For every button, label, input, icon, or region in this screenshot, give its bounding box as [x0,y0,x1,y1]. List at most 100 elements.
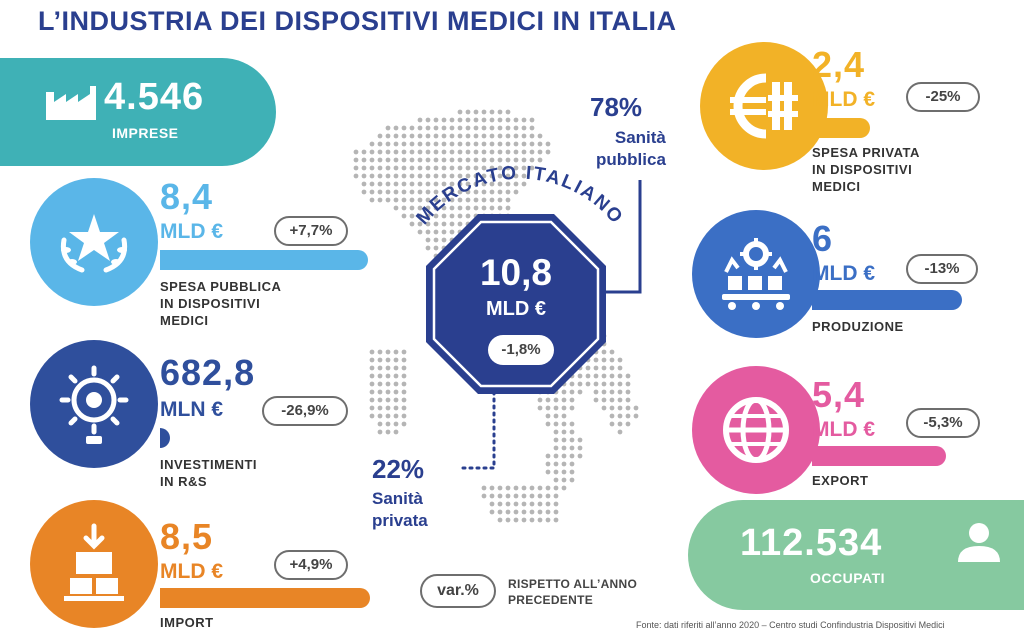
map-dot [449,205,455,211]
factory-icon [46,86,96,120]
map-dot [497,173,503,179]
map-dot [409,221,415,227]
map-dot [545,509,551,515]
investimenti-bar [160,428,170,448]
map-dot [369,181,375,187]
map-dot [497,517,503,523]
spesa-pubblica-value: 8,4 [160,176,214,217]
import-label: IMPORT [160,615,214,630]
map-dot [505,501,511,507]
imprese-pill: 4.546 IMPRESE [0,58,276,166]
map-dot [441,197,447,203]
map-dot [537,501,543,507]
map-dot [489,501,495,507]
map-dot [393,173,399,179]
map-dot [617,397,623,403]
map-dot [417,173,423,179]
map-dot [457,141,463,147]
map-dot [545,405,551,411]
map-dot [457,189,463,195]
map-dot [601,389,607,395]
map-dot [385,389,391,395]
map-dot [489,205,495,211]
map-dot [593,397,599,403]
map-dot [377,421,383,427]
map-dot [385,429,391,435]
map-dot [481,197,487,203]
map-dot [561,429,567,435]
map-dot [369,357,375,363]
spesa-privata-unit: MLD € [812,88,875,111]
map-dot [633,405,639,411]
map-dot [497,133,503,139]
map-dot [385,165,391,171]
mercato-change: -1,8% [488,335,554,365]
map-dot [553,517,559,523]
map-dot [449,165,455,171]
map-dot [377,381,383,387]
map-dot [385,149,391,155]
map-dot [545,501,551,507]
map-dot [409,141,415,147]
map-dot [409,133,415,139]
map-dot [537,397,543,403]
map-dot [401,189,407,195]
map-dot [601,349,607,355]
map-dot [601,373,607,379]
map-dot [385,421,391,427]
map-dot [449,213,455,219]
map-dot [521,181,527,187]
map-dot [505,493,511,499]
map-dot [577,453,583,459]
map-dot [529,509,535,515]
map-dot [393,205,399,211]
map-dot [441,157,447,163]
map-dot [529,133,535,139]
map-dot [369,189,375,195]
map-dot [369,157,375,163]
map-dot [385,141,391,147]
map-dot [537,509,543,515]
map-dot [385,133,391,139]
occupati-label: OCCUPATI [810,570,886,586]
produzione-value: 6 [812,218,834,259]
map-dot [457,133,463,139]
map-dot [433,149,439,155]
investimenti-unit: MLN € [160,398,223,421]
map-dot [369,389,375,395]
map-dot [457,221,463,227]
map-dot [417,181,423,187]
map-dot [505,205,511,211]
map-dot [425,197,431,203]
map-dot [481,125,487,131]
map-dot [513,509,519,515]
map-dot [609,405,615,411]
map-dot [513,157,519,163]
map-dot [481,117,487,123]
map-dot [457,117,463,123]
map-dot [465,157,471,163]
map-dot [513,149,519,155]
map-dot [489,493,495,499]
map-dot [513,493,519,499]
map-dot [529,125,535,131]
mercato-octagon: 10,8 MLD € -1,8% [422,210,610,403]
map-dot [577,373,583,379]
map-dot [393,165,399,171]
map-dot [481,181,487,187]
euro-coin-icon [730,73,798,139]
map-dot [393,189,399,195]
map-dot [569,405,575,411]
map-dot [513,125,519,131]
map-dot [537,149,543,155]
map-dot [561,453,567,459]
map-dot [625,421,631,427]
map-dot [521,125,527,131]
map-dot [417,141,423,147]
spesa-privata-circle [700,42,828,170]
map-dot [441,125,447,131]
map-dot [617,381,623,387]
map-dot [537,405,543,411]
map-dot [425,173,431,179]
investimenti-circle [30,340,158,468]
